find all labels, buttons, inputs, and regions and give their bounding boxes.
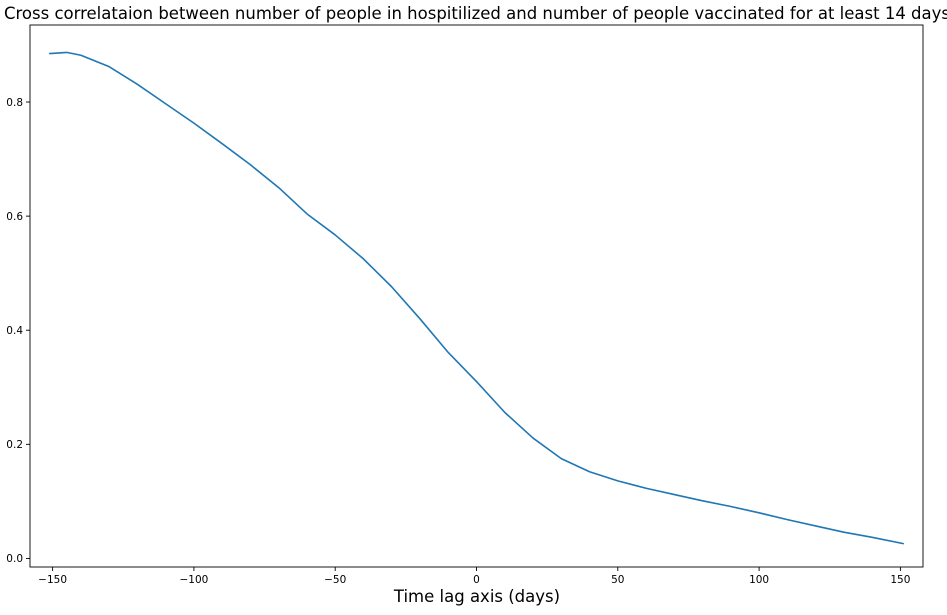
x-tick-label: 100 bbox=[749, 574, 769, 586]
y-tick-label: 0.0 bbox=[6, 553, 23, 565]
x-tick-label: 150 bbox=[890, 574, 910, 586]
x-tick-label: −100 bbox=[179, 574, 208, 586]
x-axis-label: Time lag axis (days) bbox=[393, 587, 560, 606]
y-tick-label: 0.8 bbox=[6, 97, 23, 109]
y-tick-label: 0.2 bbox=[6, 439, 23, 451]
x-tick-label: −150 bbox=[38, 574, 67, 586]
y-tick-label: 0.6 bbox=[6, 211, 23, 223]
x-tick-label: 50 bbox=[611, 574, 624, 586]
x-tick-label: −50 bbox=[324, 574, 346, 586]
series-line-0 bbox=[48, 51, 905, 545]
chart-title: Cross correlataion between number of peo… bbox=[4, 4, 947, 23]
plot-area: −150 −100 −50 0 50 100 150 0.0 0.2 0.4 0.6 0.8 bbox=[6, 24, 924, 586]
x-tick-label: 0 bbox=[473, 574, 480, 586]
y-tick-label: 0.4 bbox=[6, 325, 23, 337]
